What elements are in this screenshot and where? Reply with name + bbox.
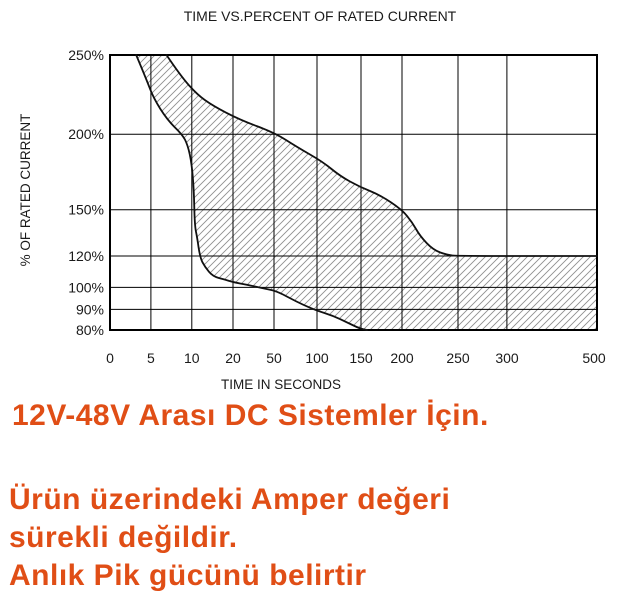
y-tick-label: 100% (68, 279, 104, 295)
x-tick-label: 50 (266, 350, 282, 366)
trip-curve-chart: TIME VS.PERCENT OF RATED CURRENT 250% 20… (18, 8, 606, 392)
x-axis-title: TIME IN SECONDS (221, 377, 341, 392)
caption-body: Ürün üzerindeki Amper değeri sürekli değ… (9, 481, 450, 595)
x-tick-label: 300 (495, 350, 519, 366)
tolerance-band-hatched-area (136, 55, 597, 330)
x-tick-label: 0 (106, 350, 114, 366)
caption-line: Anlık Pik gücünü belirtir (9, 559, 367, 592)
x-tick-label: 100 (305, 350, 329, 366)
x-tick-label: 150 (349, 350, 373, 366)
chart-title: TIME VS.PERCENT OF RATED CURRENT (184, 8, 457, 24)
minimum-trip-curve (135, 54, 368, 331)
maximum-trip-curve (165, 54, 598, 257)
y-tick-label: 150% (68, 202, 104, 218)
y-tick-label: 90% (76, 301, 104, 317)
x-tick-label: 200 (390, 350, 414, 366)
y-tick-label: 120% (68, 248, 104, 264)
plot-border (109, 54, 598, 331)
y-axis-title: % OF RATED CURRENT (18, 114, 33, 267)
caption-line: Ürün üzerindeki Amper değeri (9, 483, 451, 516)
x-tick-label: 500 (582, 350, 606, 366)
y-tick-label: 250% (68, 47, 104, 63)
x-tick-label: 5 (147, 350, 155, 366)
caption-line: sürekli değildir. (9, 521, 238, 554)
x-tick-label: 250 (446, 350, 470, 366)
x-tick-label: 10 (184, 350, 200, 366)
y-tick-label: 200% (68, 126, 104, 142)
x-tick-label: 20 (225, 350, 241, 366)
y-tick-label: 80% (76, 322, 104, 338)
caption-heading: 12V-48V Arası DC Sistemler İçin. (12, 399, 489, 432)
